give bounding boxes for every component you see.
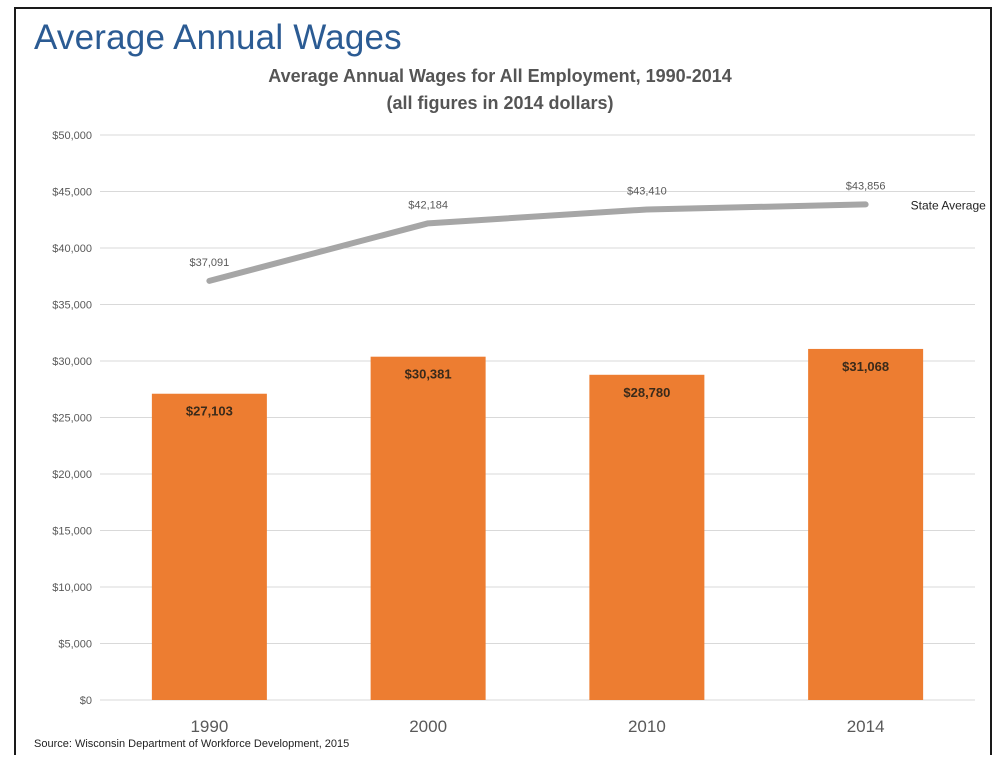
slide-frame xyxy=(14,7,992,755)
line-data-label: $42,184 xyxy=(408,199,448,211)
slide-title: Average Annual Wages xyxy=(34,18,402,57)
y-tick-label: $45,000 xyxy=(52,187,92,199)
y-tick-label: $15,000 xyxy=(52,526,92,538)
bar xyxy=(808,348,924,700)
y-tick-label: $40,000 xyxy=(52,243,92,255)
line-data-label: $37,091 xyxy=(189,257,229,269)
x-tick-label: 1990 xyxy=(190,717,228,736)
x-axis-tick-labels: 1990 2000 2010 2014 xyxy=(190,717,884,736)
y-tick-label: $5,000 xyxy=(58,639,92,651)
bar xyxy=(151,393,267,700)
x-tick-label: 2000 xyxy=(409,717,447,736)
bar-series: $27,103 $30,381 $28,780 $31,068 xyxy=(151,348,924,700)
line-series-state-average: $37,091 $42,184 $43,410 $43,856 State Averag… xyxy=(189,180,986,284)
bar-data-label: $30,381 xyxy=(405,367,452,382)
y-tick-label: $20,000 xyxy=(52,469,92,481)
series-name-label: State Average xyxy=(911,198,986,212)
chart-subtitle: (all figures in 2014 dollars) xyxy=(386,93,614,113)
line-data-label: $43,410 xyxy=(627,185,667,197)
y-tick-label: $10,000 xyxy=(52,582,92,594)
y-tick-label: $30,000 xyxy=(52,356,92,368)
bar-data-label: $31,068 xyxy=(842,359,889,374)
bar xyxy=(589,374,705,700)
source-note: Source: Wisconsin Department of Workforc… xyxy=(34,738,350,750)
y-axis-tick-labels: $0 $5,000 $10,000 $15,000 $20,000 $25,000 $30,… xyxy=(52,130,92,707)
bar-data-label: $27,103 xyxy=(186,404,233,419)
bar-data-label: $28,780 xyxy=(623,385,670,400)
x-tick-label: 2010 xyxy=(628,717,666,736)
y-tick-label: $25,000 xyxy=(52,413,92,425)
line-data-label: $43,856 xyxy=(846,180,886,192)
y-tick-label: $0 xyxy=(80,695,92,707)
y-tick-label: $50,000 xyxy=(52,130,92,142)
chart-title: Average Annual Wages for All Employment,… xyxy=(268,66,732,86)
bar xyxy=(370,356,486,700)
y-tick-label: $35,000 xyxy=(52,300,92,312)
x-tick-label: 2014 xyxy=(847,717,885,736)
line-path xyxy=(206,201,869,284)
